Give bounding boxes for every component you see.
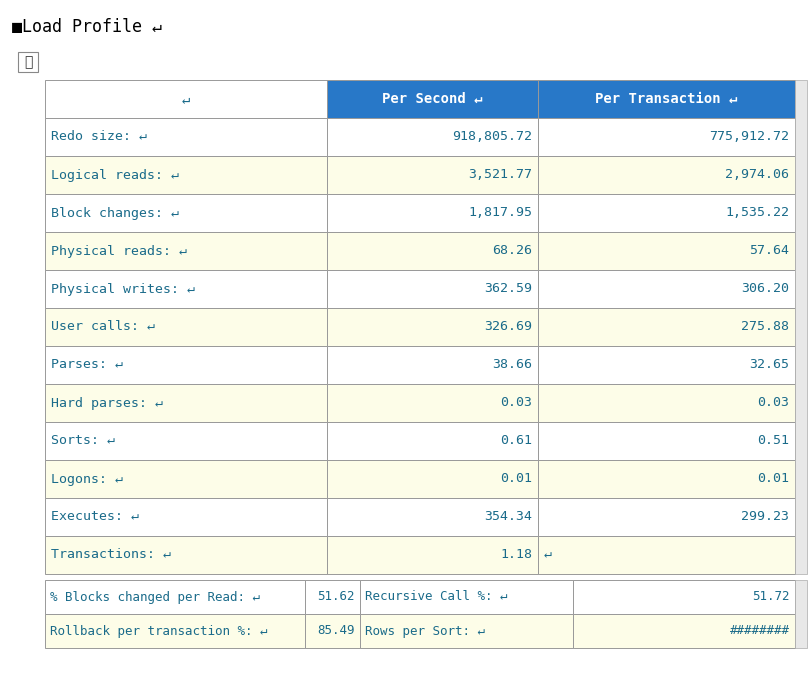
Text: 2,974.06: 2,974.06 bbox=[725, 168, 789, 181]
Bar bbox=[327, 384, 538, 422]
Text: Parses: ↵: Parses: ↵ bbox=[51, 358, 123, 372]
Bar bbox=[45, 156, 327, 194]
Bar bbox=[538, 270, 795, 308]
Bar bbox=[45, 580, 305, 614]
Text: ■Load Profile ↵: ■Load Profile ↵ bbox=[12, 18, 162, 36]
Bar bbox=[795, 80, 807, 574]
Text: 51.72: 51.72 bbox=[752, 590, 790, 603]
Text: Logical reads: ↵: Logical reads: ↵ bbox=[51, 168, 179, 181]
Text: 918,805.72: 918,805.72 bbox=[452, 131, 532, 143]
Text: Per Transaction ↵: Per Transaction ↵ bbox=[595, 92, 738, 106]
Text: Transactions: ↵: Transactions: ↵ bbox=[51, 549, 171, 561]
Bar bbox=[538, 156, 795, 194]
Bar bbox=[538, 194, 795, 232]
Text: 1,535.22: 1,535.22 bbox=[725, 206, 789, 219]
Text: 0.51: 0.51 bbox=[757, 435, 789, 448]
Bar bbox=[45, 422, 327, 460]
Text: 0.03: 0.03 bbox=[500, 397, 532, 410]
Text: 1,817.95: 1,817.95 bbox=[468, 206, 532, 219]
Bar bbox=[45, 384, 327, 422]
Text: Rollback per transaction %: ↵: Rollback per transaction %: ↵ bbox=[50, 624, 267, 637]
Bar bbox=[327, 232, 538, 270]
Text: User calls: ↵: User calls: ↵ bbox=[51, 320, 155, 334]
Text: ↵: ↵ bbox=[544, 549, 552, 561]
Bar bbox=[45, 460, 327, 498]
Bar bbox=[45, 194, 327, 232]
Bar bbox=[538, 232, 795, 270]
Bar bbox=[45, 232, 327, 270]
Bar bbox=[538, 308, 795, 346]
Bar bbox=[327, 118, 538, 156]
Bar bbox=[795, 580, 807, 648]
Bar bbox=[327, 536, 538, 574]
Bar bbox=[538, 118, 795, 156]
Text: 775,912.72: 775,912.72 bbox=[709, 131, 789, 143]
Text: 354.34: 354.34 bbox=[484, 511, 532, 524]
Text: Block changes: ↵: Block changes: ↵ bbox=[51, 206, 179, 219]
Bar bbox=[45, 614, 305, 648]
Bar bbox=[538, 536, 795, 574]
Bar bbox=[573, 614, 795, 648]
Text: 1.18: 1.18 bbox=[500, 549, 532, 561]
Text: 85.49: 85.49 bbox=[318, 624, 355, 637]
Bar bbox=[327, 422, 538, 460]
Text: 0.03: 0.03 bbox=[757, 397, 789, 410]
Text: Physical reads: ↵: Physical reads: ↵ bbox=[51, 244, 187, 257]
Text: Executes: ↵: Executes: ↵ bbox=[51, 511, 139, 524]
Text: Redo size: ↵: Redo size: ↵ bbox=[51, 131, 147, 143]
Text: Hard parses: ↵: Hard parses: ↵ bbox=[51, 397, 163, 410]
Bar bbox=[327, 346, 538, 384]
Bar bbox=[305, 614, 360, 648]
Bar bbox=[327, 194, 538, 232]
Text: 38.66: 38.66 bbox=[492, 358, 532, 372]
Text: 0.01: 0.01 bbox=[757, 473, 789, 486]
Bar bbox=[45, 346, 327, 384]
Text: 299.23: 299.23 bbox=[741, 511, 789, 524]
Bar bbox=[327, 498, 538, 536]
Bar bbox=[327, 460, 538, 498]
Text: Logons: ↵: Logons: ↵ bbox=[51, 473, 123, 486]
Bar bbox=[573, 580, 795, 614]
Text: 0.61: 0.61 bbox=[500, 435, 532, 448]
Text: 0.01: 0.01 bbox=[500, 473, 532, 486]
Bar bbox=[360, 614, 573, 648]
Text: 51.62: 51.62 bbox=[318, 590, 355, 603]
Text: Physical writes: ↵: Physical writes: ↵ bbox=[51, 282, 195, 295]
Text: Sorts: ↵: Sorts: ↵ bbox=[51, 435, 115, 448]
Bar bbox=[45, 118, 327, 156]
Text: Rows per Sort: ↵: Rows per Sort: ↵ bbox=[365, 624, 485, 637]
Text: Recursive Call %: ↵: Recursive Call %: ↵ bbox=[365, 590, 508, 603]
Text: ########: ######## bbox=[730, 624, 790, 637]
Text: 275.88: 275.88 bbox=[741, 320, 789, 334]
Text: ↵: ↵ bbox=[181, 92, 190, 106]
Bar bbox=[327, 156, 538, 194]
Bar bbox=[538, 498, 795, 536]
Text: 57.64: 57.64 bbox=[749, 244, 789, 257]
Bar bbox=[538, 80, 795, 118]
Bar bbox=[45, 270, 327, 308]
Bar bbox=[538, 346, 795, 384]
Bar bbox=[327, 80, 538, 118]
Bar bbox=[45, 308, 327, 346]
Bar bbox=[18, 52, 38, 72]
Bar bbox=[327, 308, 538, 346]
Text: 3,521.77: 3,521.77 bbox=[468, 168, 532, 181]
Text: 326.69: 326.69 bbox=[484, 320, 532, 334]
Bar bbox=[45, 80, 327, 118]
Text: 32.65: 32.65 bbox=[749, 358, 789, 372]
Bar bbox=[538, 460, 795, 498]
Bar bbox=[45, 536, 327, 574]
Bar bbox=[305, 580, 360, 614]
Text: 306.20: 306.20 bbox=[741, 282, 789, 295]
Text: 68.26: 68.26 bbox=[492, 244, 532, 257]
Bar bbox=[45, 498, 327, 536]
Bar bbox=[327, 270, 538, 308]
Text: Per Second ↵: Per Second ↵ bbox=[382, 92, 483, 106]
Text: ⥇: ⥇ bbox=[23, 55, 32, 69]
Bar bbox=[538, 384, 795, 422]
Bar bbox=[538, 422, 795, 460]
Bar bbox=[360, 580, 573, 614]
Text: 362.59: 362.59 bbox=[484, 282, 532, 295]
Text: % Blocks changed per Read: ↵: % Blocks changed per Read: ↵ bbox=[50, 590, 260, 603]
